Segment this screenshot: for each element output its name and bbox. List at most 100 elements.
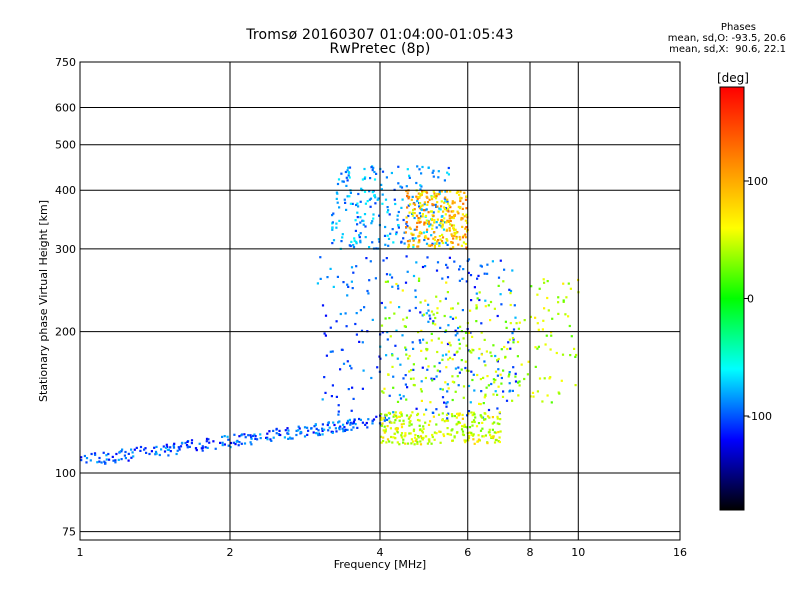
- data-point: [476, 440, 479, 443]
- data-point: [404, 374, 407, 377]
- data-point: [442, 210, 445, 213]
- data-point: [352, 271, 355, 274]
- data-point: [114, 459, 117, 462]
- data-point: [221, 435, 224, 438]
- data-point: [238, 441, 241, 444]
- data-point: [477, 422, 481, 425]
- data-point: [425, 312, 428, 315]
- data-point: [172, 446, 176, 449]
- data-point: [376, 198, 379, 201]
- data-point: [385, 176, 388, 179]
- data-point: [154, 453, 157, 456]
- data-point: [431, 171, 434, 174]
- data-point: [502, 369, 505, 372]
- data-point: [441, 241, 444, 245]
- data-point: [419, 188, 422, 191]
- x-tick-label: 16: [673, 546, 687, 559]
- data-point: [219, 441, 222, 444]
- data-point: [339, 312, 342, 316]
- data-point: [536, 322, 539, 325]
- data-point: [359, 200, 362, 203]
- data-point: [352, 426, 355, 429]
- data-point: [549, 348, 552, 351]
- chart-title-line2: RwPretec (8p): [329, 41, 431, 57]
- data-point: [432, 190, 435, 193]
- data-point: [418, 205, 421, 208]
- data-point: [448, 433, 451, 436]
- y-tick-label: 500: [55, 139, 76, 152]
- data-point: [364, 176, 367, 179]
- data-point: [369, 205, 372, 208]
- data-point: [221, 444, 224, 447]
- data-point: [401, 289, 404, 292]
- data-point: [487, 431, 490, 434]
- data-point: [378, 214, 381, 217]
- data-point: [349, 364, 352, 367]
- x-tick-label: 2: [227, 546, 234, 559]
- data-point: [103, 460, 106, 463]
- data-point: [433, 231, 436, 234]
- data-point: [434, 323, 437, 326]
- data-point: [303, 426, 307, 429]
- data-point: [453, 201, 456, 204]
- data-point: [470, 351, 473, 354]
- data-point: [453, 381, 456, 384]
- data-point: [321, 429, 324, 432]
- data-point: [178, 446, 181, 449]
- data-point: [435, 432, 438, 435]
- data-point: [468, 350, 472, 353]
- data-point: [447, 350, 450, 353]
- data-point: [406, 270, 409, 273]
- data-point: [454, 334, 457, 337]
- data-point: [90, 452, 93, 456]
- data-point: [495, 431, 498, 434]
- data-point: [421, 191, 424, 194]
- data-point: [367, 292, 370, 295]
- data-point: [419, 184, 422, 187]
- data-point: [450, 413, 454, 416]
- data-point: [447, 324, 450, 327]
- data-point: [426, 228, 429, 231]
- data-point: [314, 423, 317, 427]
- data-point: [426, 203, 429, 206]
- data-point: [419, 428, 422, 431]
- data-point: [272, 429, 275, 432]
- data-point: [392, 386, 395, 389]
- data-point: [336, 192, 339, 195]
- data-point: [397, 226, 400, 229]
- data-point: [411, 411, 414, 414]
- data-point: [538, 377, 542, 380]
- data-point: [425, 191, 429, 194]
- data-point: [434, 203, 437, 206]
- data-point: [382, 429, 385, 432]
- data-point: [406, 168, 409, 171]
- data-point: [462, 241, 465, 244]
- data-point: [240, 442, 243, 445]
- data-point: [394, 202, 397, 206]
- data-point: [464, 439, 467, 442]
- data-point: [323, 332, 326, 335]
- data-point: [396, 427, 399, 430]
- data-point: [486, 272, 489, 275]
- data-point: [468, 426, 472, 429]
- data-point: [446, 243, 449, 246]
- data-point: [447, 210, 450, 213]
- data-point: [452, 237, 455, 240]
- data-point: [452, 224, 456, 227]
- data-point: [366, 289, 369, 293]
- data-point: [287, 432, 290, 435]
- data-point: [471, 420, 474, 424]
- data-point: [344, 312, 347, 315]
- data-point: [417, 241, 420, 244]
- data-point: [446, 383, 449, 386]
- data-point: [458, 421, 461, 424]
- data-point: [421, 165, 424, 169]
- data-point: [441, 388, 444, 391]
- data-point: [430, 339, 433, 342]
- data-point: [96, 461, 99, 464]
- data-point: [439, 326, 442, 329]
- data-point: [508, 373, 511, 376]
- data-point: [473, 389, 476, 392]
- data-point: [420, 232, 423, 235]
- data-point: [346, 428, 349, 431]
